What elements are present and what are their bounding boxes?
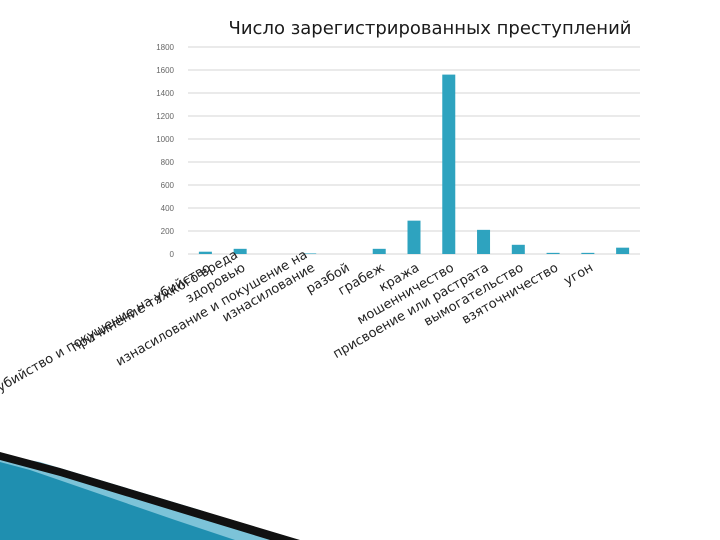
- y-tick-label: 1400: [156, 89, 174, 98]
- bar: [407, 220, 421, 254]
- y-tick-label: 200: [161, 227, 175, 236]
- y-tick-label: 1800: [156, 43, 174, 52]
- y-tick-label: 400: [161, 204, 175, 213]
- y-tick-label: 1600: [156, 66, 174, 75]
- bar: [303, 253, 317, 254]
- y-tick-label: 600: [161, 181, 175, 190]
- bars: [198, 74, 630, 254]
- bar: [372, 248, 386, 254]
- bar: [233, 248, 247, 254]
- chart-title: Число зарегистрированных преступлений: [228, 18, 632, 39]
- bar: [442, 74, 456, 254]
- y-tick-label: 1000: [156, 135, 174, 144]
- swoosh-main: [0, 462, 235, 540]
- y-tick-label: 1200: [156, 112, 174, 121]
- bar: [477, 229, 491, 254]
- y-axis-ticks: 0 200 400 600 800 1000 1200 1400 1600 1800: [156, 43, 174, 259]
- y-tick-label: 0: [170, 250, 175, 259]
- swoosh-dark: [0, 452, 300, 540]
- bar: [511, 244, 525, 254]
- bar: [198, 251, 212, 254]
- bar: [581, 252, 595, 254]
- bar: [616, 247, 630, 254]
- y-tick-label: 800: [161, 158, 175, 167]
- bar: [546, 252, 560, 254]
